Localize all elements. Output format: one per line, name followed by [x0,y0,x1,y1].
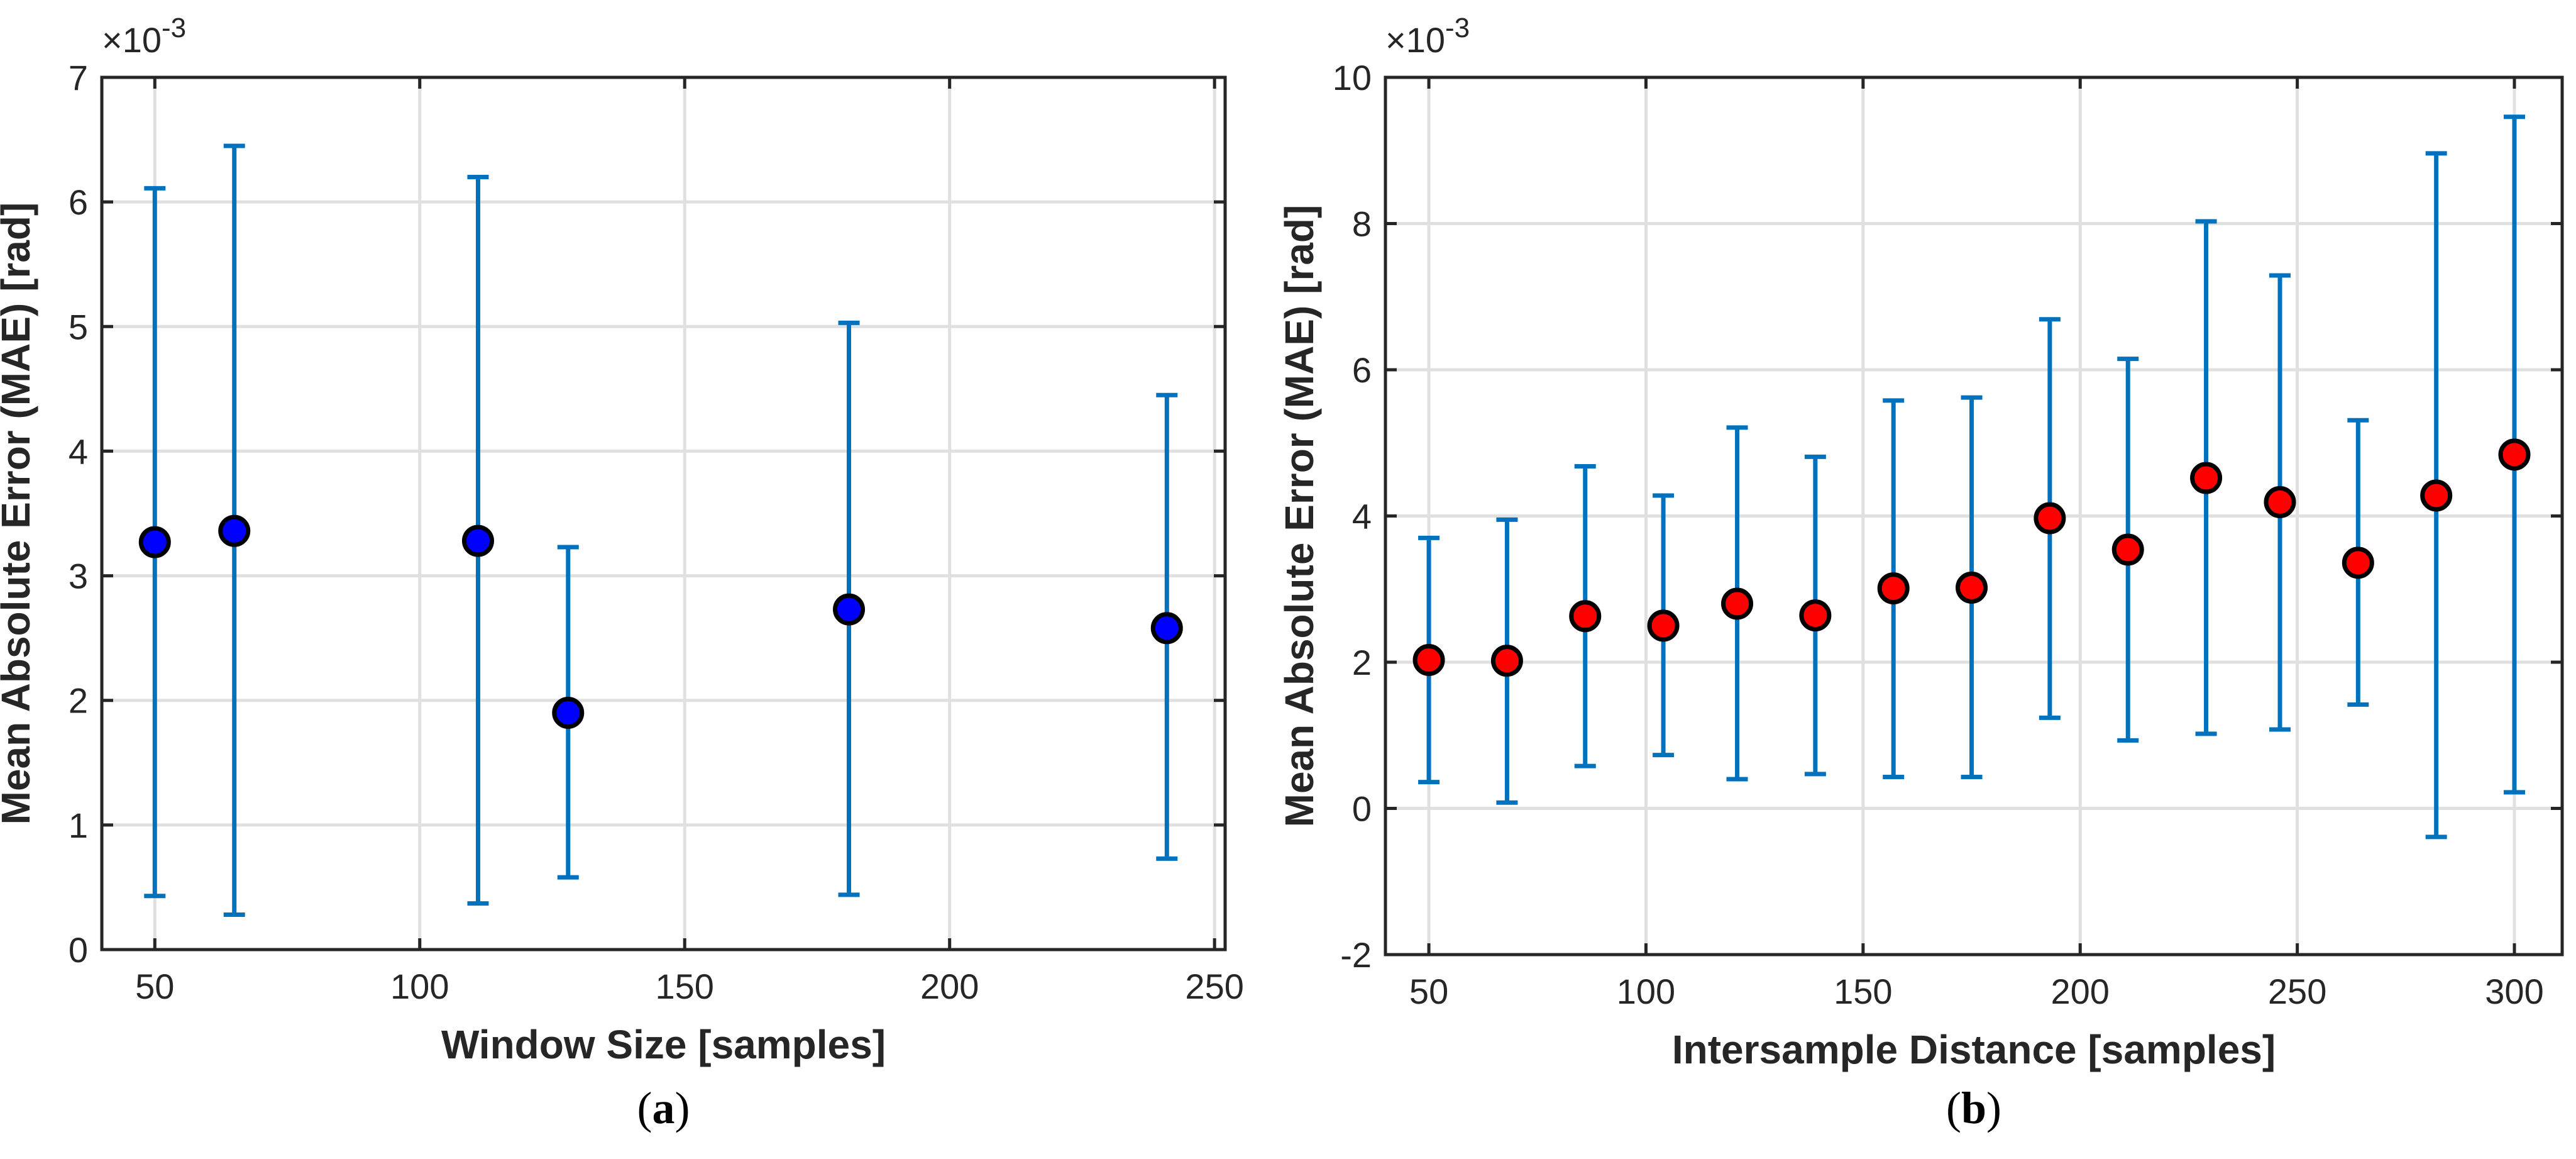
chart-a-point-2 [461,524,494,557]
chart-a-ytick-label-1: 1 [69,806,88,845]
chart-a-xtick-label-1: 100 [390,967,449,1006]
chart-b-xtick-label-0: 50 [1409,972,1448,1011]
chart-b-caption: (b) [1946,1083,2001,1133]
chart-b-xtick-label-3: 200 [2051,972,2110,1011]
chart-b-xtick-label-5: 300 [2485,972,2543,1011]
chart-b-ytick-label-0: -2 [1340,935,1372,975]
chart-b-ytick-label-5: 8 [1352,204,1372,244]
chart-b-point-9 [2111,533,2144,566]
chart-a-ytick-label-6: 6 [69,182,88,222]
chart-a-y-multiplier-exponent: -3 [162,13,186,43]
chart-b-y-multiplier-exponent: -3 [1445,13,1470,43]
chart-b-point-2 [1569,600,1602,633]
chart-a-point-5 [1150,612,1183,645]
chart-a-xlabel: Window Size [samples] [441,1022,886,1067]
chart-b-point-6 [1877,572,1910,605]
chart-a-ytick-label-7: 7 [69,58,88,97]
chart-b-point-7 [1956,571,1988,604]
chart-b-caption-close: ) [1986,1083,2001,1133]
chart-b-xtick-label-2: 150 [1834,972,1892,1011]
chart-b-xtick-label-4: 250 [2268,972,2326,1011]
chart-b-caption-open: ( [1946,1083,1961,1133]
chart-b-ytick-label-4: 6 [1352,350,1372,390]
chart-a-point-0 [138,526,171,558]
chart-b-point-14 [2498,438,2531,471]
chart-a-point-3 [552,697,585,729]
chart-a-point-4 [833,593,866,626]
chart-a-caption: (a) [637,1083,690,1133]
chart-a-xtick-label-2: 150 [655,967,713,1006]
chart-b-xlabel: Intersample Distance [samples] [1672,1027,2276,1072]
chart-a-ytick-label-0: 0 [69,930,88,970]
chart-a-y-multiplier-base: ×10 [102,20,162,60]
chart-a-ytick-label-4: 4 [69,431,88,471]
chart-b-ytick-label-2: 2 [1352,643,1372,682]
chart-a-ytick-label-2: 2 [69,681,88,721]
chart-b-point-5 [1799,599,1832,632]
chart-a-y-multiplier: ×10-3 [102,13,186,60]
chart-b-ytick-label-1: 0 [1352,789,1372,829]
chart-a-ytick-label-3: 3 [69,557,88,596]
chart-b-point-11 [2264,485,2296,518]
chart-a-point-1 [218,514,251,547]
chart-b-point-12 [2342,546,2374,579]
chart-b-point-3 [1647,609,1680,642]
chart-a-caption-close: ) [675,1083,690,1133]
chart-b-ylabel: Mean Absolute Error (MAE) [rad] [1277,205,1322,828]
chart-a-xtick-label-4: 250 [1185,967,1243,1006]
chart-b-point-1 [1490,645,1523,677]
chart-b-point-4 [1721,587,1754,620]
chart-a-caption-label: a [652,1083,675,1133]
chart-b-point-10 [2190,462,2223,494]
chart-b-point-8 [2034,502,2066,535]
chart-b-caption-label: b [1961,1083,1986,1133]
chart-b-ytick-label-3: 4 [1352,497,1372,536]
chart-a-xtick-label-0: 50 [135,967,174,1006]
chart-a-caption-open: ( [637,1083,652,1133]
chart-a-axes-box [100,75,1227,951]
chart-b-y-multiplier-base: ×10 [1385,20,1445,60]
chart-a-ytick-label-5: 5 [69,307,88,347]
chart-a-ylabel: Mean Absolute Error (MAE) [rad] [0,202,38,825]
chart-b-ytick-label-6: 10 [1333,58,1372,97]
chart-b-point-0 [1412,644,1445,677]
chart-b-y-multiplier: ×10-3 [1385,13,1470,60]
chart-b: 50 100 150 200 250 300 -2 0 2 4 6 8 10 ×10-3 Intersamp… [1277,13,2564,1133]
chart-b-xtick-label-1: 100 [1617,972,1675,1011]
chart-b-point-13 [2420,479,2453,512]
chart-a: 50 100 150 200 250 0 1 2 3 4 5 6 7 ×10-3 Window Size [… [0,13,1244,1133]
chart-a-xtick-label-3: 200 [920,967,979,1006]
